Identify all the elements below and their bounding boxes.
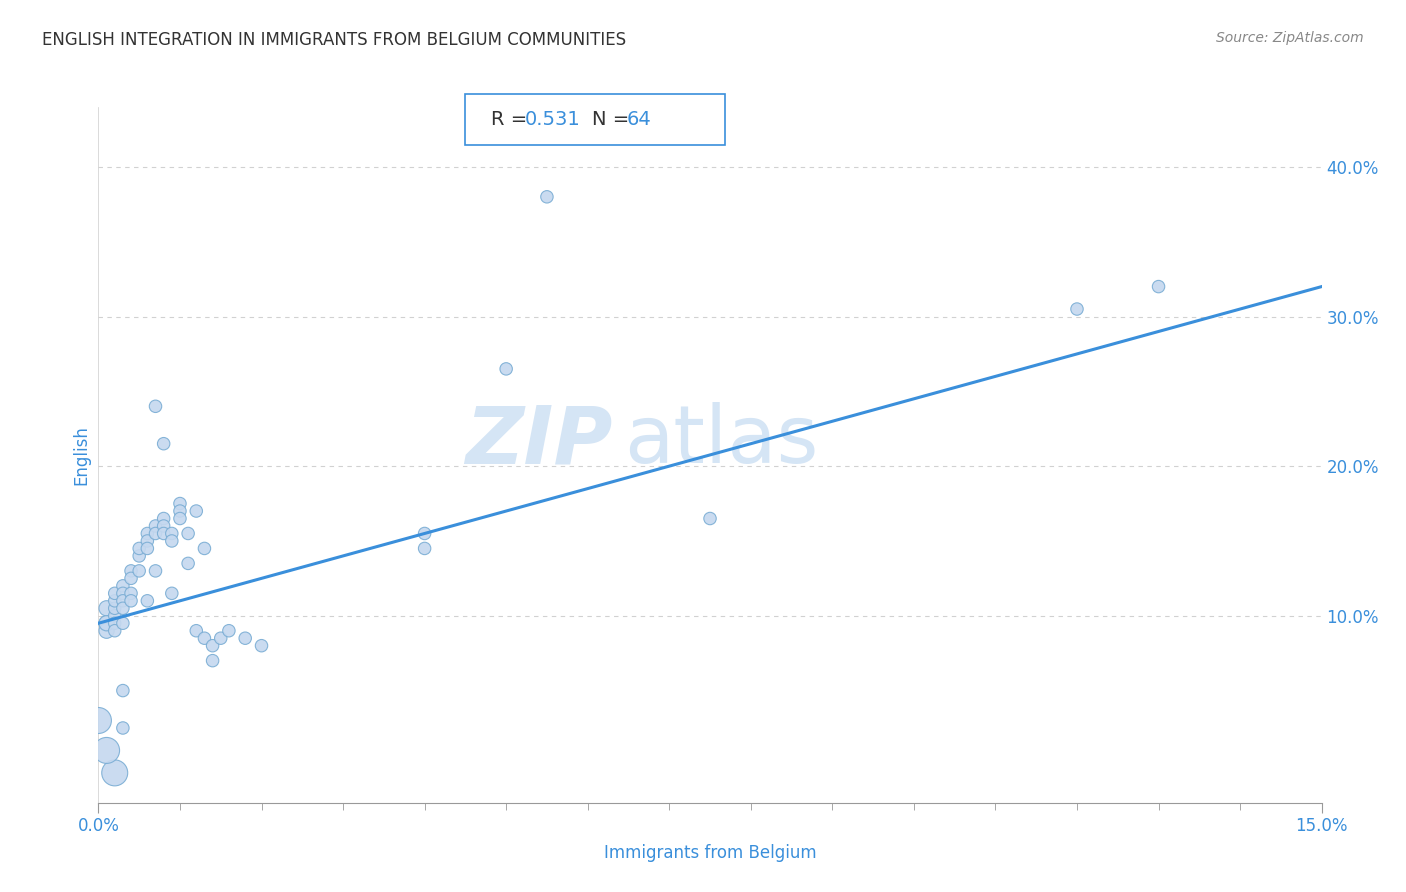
Point — [186, 504, 208, 518]
Point — [136, 526, 159, 541]
Point — [1147, 279, 1170, 293]
Point — [111, 586, 134, 600]
Point — [152, 436, 174, 450]
Point — [128, 564, 150, 578]
Point — [120, 571, 142, 585]
Point — [120, 586, 142, 600]
Text: ENGLISH INTEGRATION IN IMMIGRANTS FROM BELGIUM COMMUNITIES: ENGLISH INTEGRATION IN IMMIGRANTS FROM B… — [42, 31, 626, 49]
Point — [120, 564, 142, 578]
Point — [111, 594, 134, 608]
Point — [177, 557, 200, 571]
Point — [160, 526, 183, 541]
Text: atlas: atlas — [624, 402, 818, 480]
Point — [152, 526, 174, 541]
Point — [495, 362, 517, 376]
Point — [186, 624, 208, 638]
Text: 64: 64 — [627, 110, 652, 129]
Point — [160, 586, 183, 600]
Point — [201, 639, 224, 653]
Point — [413, 541, 436, 556]
Point — [136, 533, 159, 548]
Point — [209, 631, 232, 645]
Point — [104, 616, 127, 631]
Point — [699, 511, 721, 525]
Point — [201, 654, 224, 668]
Point — [152, 511, 174, 525]
Point — [193, 541, 215, 556]
Point — [169, 511, 191, 525]
Point — [104, 608, 127, 623]
Y-axis label: English: English — [72, 425, 90, 485]
Point — [128, 541, 150, 556]
Point — [111, 683, 134, 698]
Point — [169, 497, 191, 511]
Point — [160, 533, 183, 548]
Text: R =: R = — [491, 110, 533, 129]
Point — [136, 541, 159, 556]
Point — [250, 639, 273, 653]
Point — [96, 601, 118, 615]
Point — [111, 601, 134, 615]
Point — [111, 616, 134, 631]
Point — [413, 526, 436, 541]
X-axis label: Immigrants from Belgium: Immigrants from Belgium — [603, 844, 817, 862]
Text: 0.531: 0.531 — [524, 110, 581, 129]
Point — [104, 624, 127, 638]
Text: ZIP: ZIP — [465, 402, 612, 480]
Point — [152, 519, 174, 533]
Point — [104, 601, 127, 615]
Point — [96, 616, 118, 631]
Text: Source: ZipAtlas.com: Source: ZipAtlas.com — [1216, 31, 1364, 45]
Point — [87, 714, 110, 728]
Point — [145, 564, 167, 578]
Point — [145, 399, 167, 413]
Point — [96, 616, 118, 631]
Point — [1066, 301, 1088, 316]
Point — [120, 594, 142, 608]
Point — [111, 579, 134, 593]
Point — [233, 631, 256, 645]
Point — [104, 594, 127, 608]
Point — [193, 631, 215, 645]
Point — [136, 594, 159, 608]
Point — [177, 526, 200, 541]
Point — [96, 743, 118, 757]
Point — [128, 549, 150, 563]
Point — [111, 721, 134, 735]
Point — [104, 586, 127, 600]
Text: N =: N = — [592, 110, 636, 129]
Point — [145, 526, 167, 541]
Point — [169, 504, 191, 518]
Point — [104, 765, 127, 780]
Point — [218, 624, 240, 638]
Point — [536, 190, 558, 204]
Point — [96, 624, 118, 638]
Point — [145, 519, 167, 533]
